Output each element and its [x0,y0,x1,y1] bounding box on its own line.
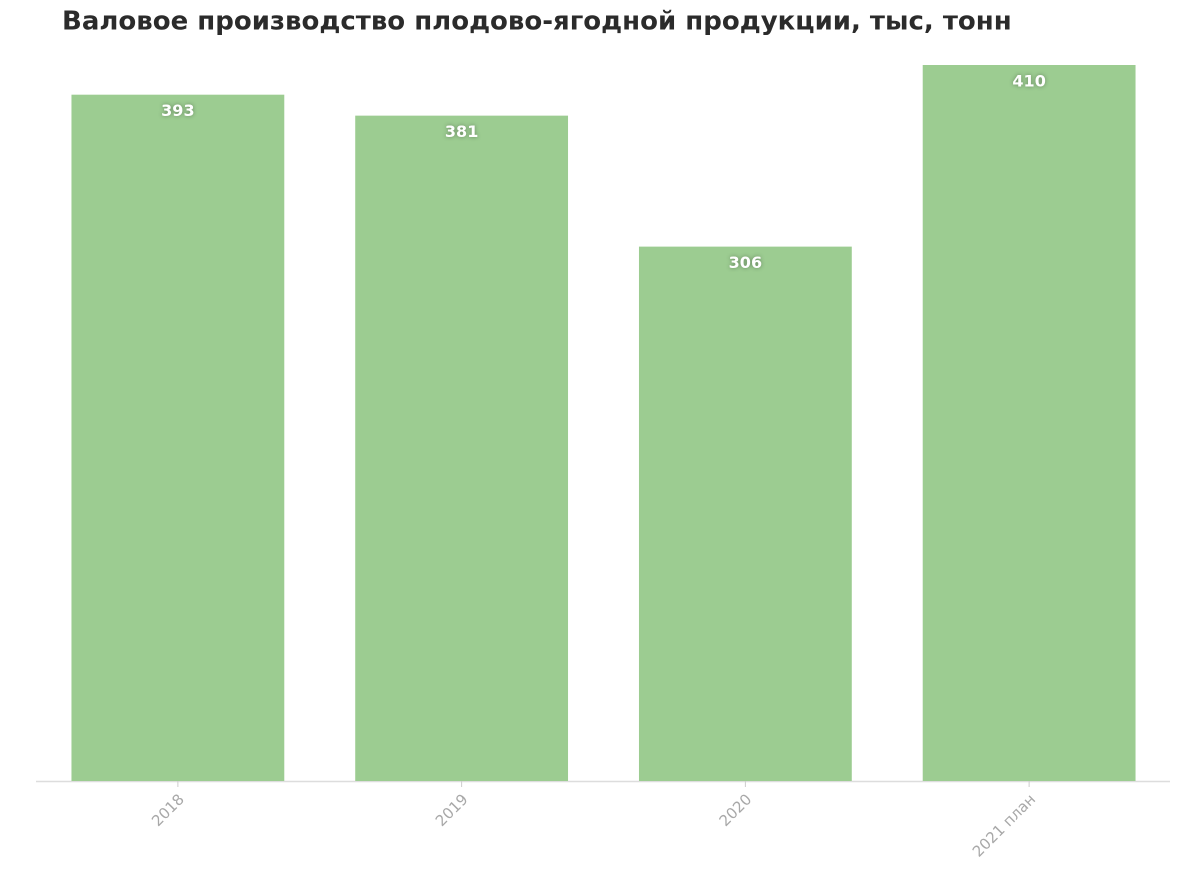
value-label: 381 [445,122,478,141]
x-tick-label: 2020 [716,790,756,830]
value-label: 306 [729,253,762,272]
chart-title: Валовое производство плодово-ягодной про… [62,7,1012,37]
bar [922,65,1136,781]
bar [355,115,569,781]
bar [71,94,285,781]
x-tick-label: 2018 [148,790,188,830]
value-label: 393 [161,101,194,120]
bar [638,246,852,781]
x-tick-label: 2019 [432,790,472,830]
value-label: 410 [1012,72,1045,91]
x-tick-label: 2021 план [969,790,1039,860]
